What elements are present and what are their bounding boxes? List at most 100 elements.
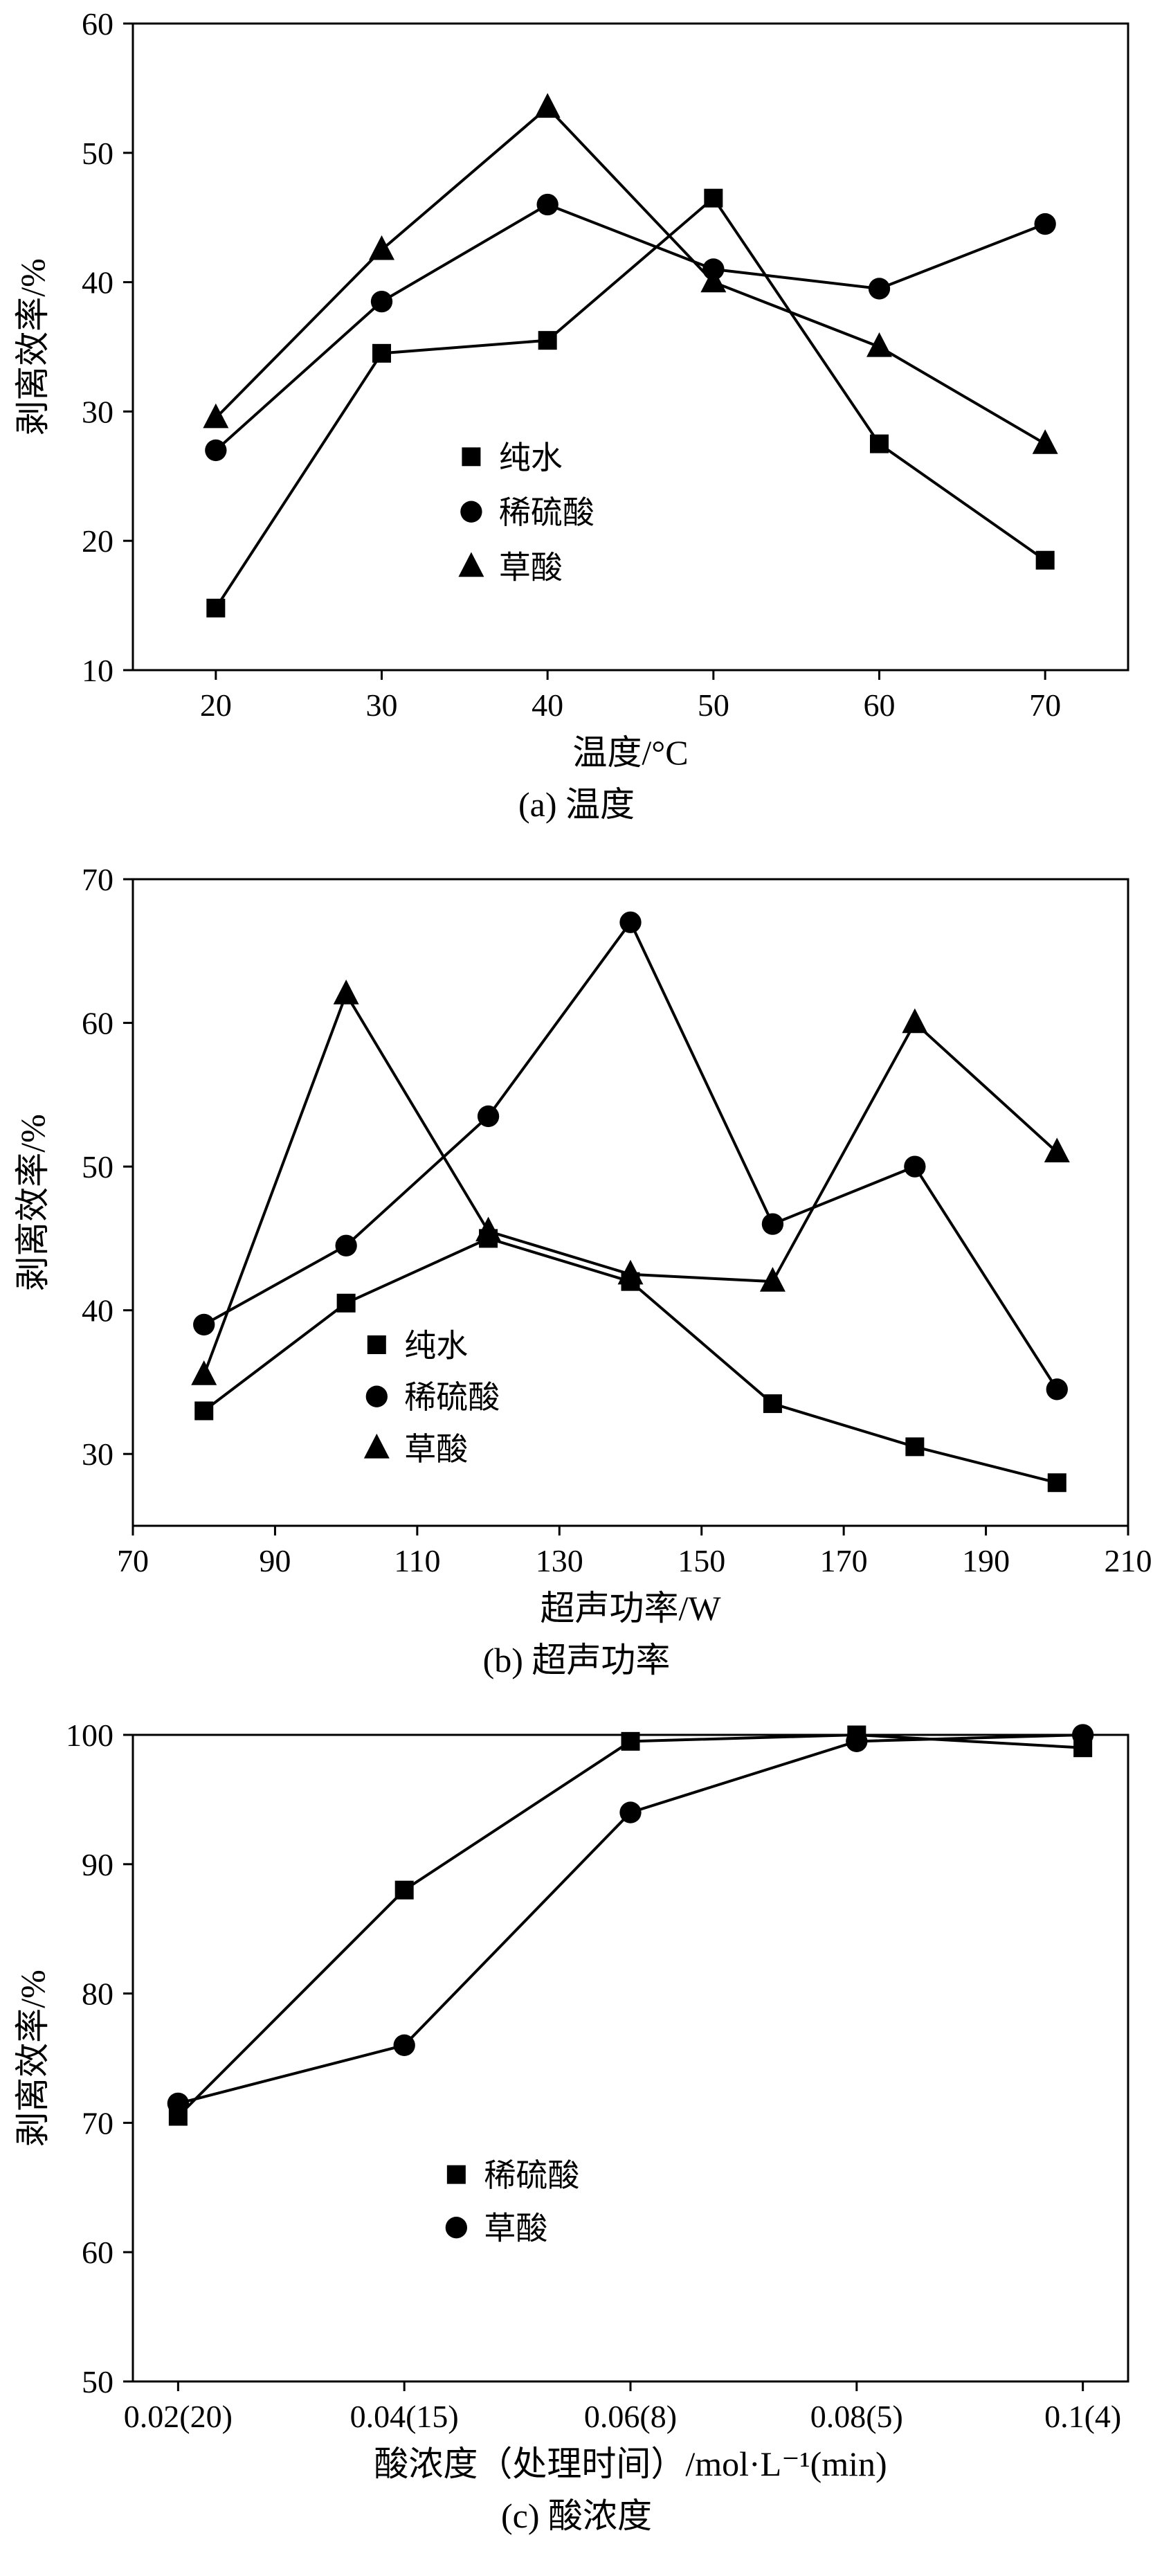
x-axis-label: 酸浓度（处理时间）/mol·L⁻¹(min): [374, 2444, 887, 2483]
series-2-triangle-marker: [902, 1008, 928, 1034]
x-axis-label: 温度/°C: [572, 733, 688, 772]
series-2-triangle-marker: [475, 1216, 502, 1242]
series-line-1: [203, 919, 1058, 1390]
plot-border: [131, 878, 1129, 1527]
series-1-circle-marker: [205, 439, 227, 462]
y-tick-label: 90: [82, 1847, 114, 1882]
series-1-circle-marker: [904, 1155, 926, 1178]
legend-circle-marker: [460, 501, 482, 523]
series-1-circle-marker: [619, 1801, 642, 1823]
legend-label: 稀硫酸: [499, 495, 594, 530]
chart-c-caption: (c) 酸浓度: [501, 2496, 652, 2535]
legend-square-marker: [367, 1335, 386, 1354]
series-1-circle-marker: [393, 2034, 415, 2056]
series-0-square-marker: [1047, 1473, 1066, 1493]
series-line-0: [215, 196, 1046, 609]
x-tick-label: 70: [117, 1543, 149, 1578]
legend-label: 稀硫酸: [404, 1380, 500, 1415]
chart-c-plot: 50 60 70 80 90 100 0.02(20) 0.04(15) 0.06(8) 0.08…: [13, 1718, 1129, 2483]
x-tick-label: 40: [532, 687, 563, 723]
x-tick-label: 90: [259, 1543, 291, 1578]
series-0-square-marker: [621, 1731, 640, 1751]
x-tick-label: 0.06(8): [584, 2399, 677, 2434]
series-line-1: [215, 203, 1046, 451]
y-tick-label: 60: [82, 6, 114, 42]
series-1-circle-marker: [370, 290, 393, 313]
series-1-circle-marker: [1071, 1724, 1094, 1746]
y-tick-label: 30: [82, 1436, 114, 1472]
x-tick-label: 50: [698, 687, 729, 723]
x-tick-label: 170: [820, 1543, 868, 1578]
series-1-circle-marker: [868, 278, 891, 300]
series-0-square-marker: [394, 1880, 414, 1900]
chart-a-caption: (a) 温度: [518, 785, 635, 824]
x-tick-label: 0.02(20): [124, 2399, 233, 2434]
x-tick-label: 150: [678, 1543, 725, 1578]
chart-c-block: 50 60 70 80 90 100 0.02(20) 0.04(15) 0.06(8) 0.08…: [0, 1715, 1153, 2537]
legend-triangle-marker: [458, 552, 484, 577]
series-0-square-marker: [905, 1437, 925, 1457]
y-tick-label: 70: [82, 2105, 114, 2141]
y-tick-label: 40: [82, 1293, 114, 1328]
series-0-square-marker: [194, 1401, 214, 1421]
x-tick-label: 0.04(15): [350, 2399, 459, 2434]
y-tick-label: 50: [82, 1149, 114, 1185]
series-0-square-marker: [538, 331, 557, 350]
series-2-triangle-marker: [369, 235, 394, 260]
x-tick-label: 110: [394, 1543, 440, 1578]
legend-label: 稀硫酸: [484, 2158, 579, 2193]
series-2-triangle-marker: [534, 93, 561, 118]
y-axis-label: 剥离效率/%: [13, 1970, 52, 2147]
x-tick-label: 0.08(5): [810, 2399, 903, 2434]
series-1-circle-marker: [1046, 1378, 1068, 1400]
series-1-circle-marker: [193, 1313, 215, 1336]
y-tick-label: 30: [82, 394, 114, 429]
x-tick-label: 30: [366, 687, 398, 723]
chart-b-block: 30 40 50 60 70 70 90 110 130 150 170 190 210 超声功率/W 剥离…: [0, 860, 1153, 1681]
series-0-square-marker: [336, 1293, 356, 1313]
series-line-2: [202, 991, 1058, 1376]
legend-label: 纯水: [404, 1328, 468, 1363]
y-tick-label: 40: [82, 265, 114, 300]
series-1-circle-marker: [1034, 213, 1056, 235]
x-tick-label: 60: [864, 687, 896, 723]
legend-label: 草酸: [484, 2211, 547, 2246]
x-tick-label: 130: [536, 1543, 583, 1578]
x-tick-label: 20: [200, 687, 232, 723]
series-2-triangle-marker: [1044, 1137, 1070, 1163]
y-tick-label: 70: [82, 862, 114, 897]
series-2-triangle-marker: [1032, 429, 1058, 454]
series-line-1: [177, 1733, 1083, 2105]
series-line-2: [215, 105, 1046, 445]
legend-circle-marker: [365, 1385, 388, 1407]
plot-border: [131, 1733, 1129, 2383]
series-0-square-marker: [206, 598, 226, 618]
series-0-square-marker: [870, 434, 889, 453]
series-2-triangle-marker: [759, 1267, 786, 1292]
chart-b-caption: (b) 超声功率: [482, 1641, 671, 1679]
series-2-triangle-marker: [191, 1360, 217, 1385]
series-2-triangle-marker: [700, 267, 727, 293]
x-tick-label: 0.1(4): [1044, 2399, 1121, 2434]
y-tick-label: 20: [82, 523, 114, 559]
series-line-0: [176, 1733, 1083, 2118]
x-tick-label: 70: [1029, 687, 1061, 723]
legend-triangle-marker: [363, 1433, 390, 1459]
legend-label: 纯水: [499, 440, 563, 476]
chart-a-block: 10 20 30 40 50 60 20 30 40 50 60 70 温度/°C 剥离效率/% 纯水 稀硫酸…: [0, 4, 1153, 825]
series-0-square-marker: [1035, 550, 1055, 570]
series-1-circle-marker: [167, 2092, 190, 2115]
legend-square-marker: [446, 2165, 466, 2184]
series-2-triangle-marker: [866, 332, 892, 357]
y-tick-label: 80: [82, 1976, 114, 2012]
series-0-square-marker: [704, 188, 723, 208]
series-1-circle-marker: [335, 1234, 357, 1257]
x-tick-label: 190: [962, 1543, 1010, 1578]
series-1-circle-marker: [477, 1105, 500, 1128]
series-0-square-marker: [372, 343, 391, 363]
series-0-square-marker: [763, 1394, 782, 1414]
